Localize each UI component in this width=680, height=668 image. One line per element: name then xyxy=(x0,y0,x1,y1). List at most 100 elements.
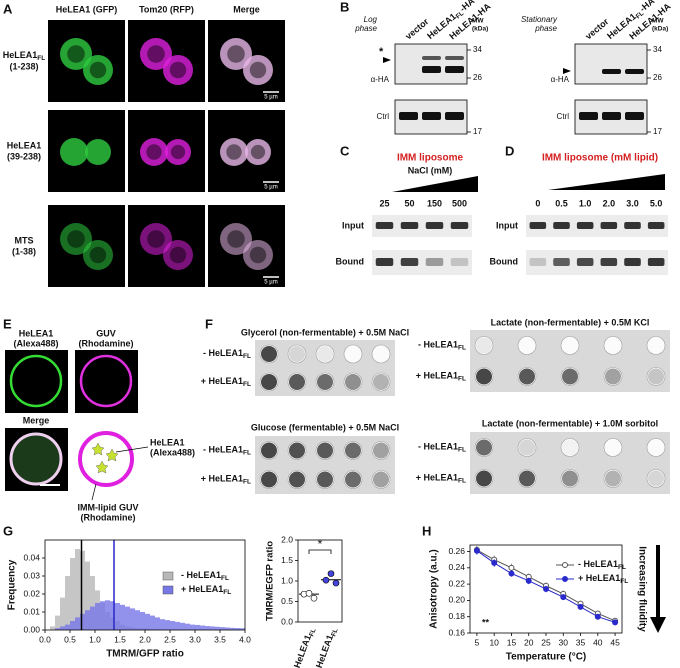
text-part: +HeLEA1 xyxy=(312,634,335,668)
cell xyxy=(245,139,271,165)
diagram-label: (Rhodamine) xyxy=(81,512,136,522)
cell xyxy=(243,240,273,270)
band xyxy=(602,112,621,120)
point xyxy=(305,589,313,597)
band xyxy=(445,56,464,60)
lane-label: 2.0 xyxy=(603,198,616,208)
colony xyxy=(345,471,361,488)
bar xyxy=(105,600,110,630)
spot xyxy=(560,336,580,355)
subscript: FL xyxy=(458,446,466,453)
subscript: FL xyxy=(243,478,251,485)
mw-marker: 34 xyxy=(653,45,662,54)
lane-label: vector xyxy=(583,16,611,41)
band xyxy=(425,258,444,266)
spot xyxy=(315,344,335,364)
column-header: (Rhodamine) xyxy=(79,338,134,348)
band xyxy=(450,258,469,266)
bar xyxy=(90,576,95,630)
protein-icon xyxy=(95,460,109,474)
band xyxy=(375,222,394,229)
gradient-wedge xyxy=(392,176,478,192)
y-tick-label: 0.04 xyxy=(23,552,40,562)
subscript: FL xyxy=(458,344,466,351)
spot xyxy=(646,367,666,386)
y-tick-label: 0.00 xyxy=(23,624,40,634)
y-tick-label: 1.0 xyxy=(281,575,293,585)
subscript: FL xyxy=(221,575,229,582)
band xyxy=(600,258,618,266)
bar xyxy=(145,613,150,630)
cell-lumen xyxy=(249,246,267,264)
cell xyxy=(163,240,193,270)
column-header: Merge xyxy=(23,415,50,425)
mw-marker: 17 xyxy=(473,127,482,136)
point xyxy=(327,570,335,577)
band xyxy=(400,222,419,229)
row-label: (1-238) xyxy=(9,61,38,71)
point xyxy=(473,547,480,554)
row-label: MTS xyxy=(15,235,34,245)
row-label: Bound xyxy=(490,256,519,266)
band xyxy=(625,69,644,74)
blot xyxy=(574,43,648,85)
colony xyxy=(519,470,535,487)
plate-title: Lactate (non-fermentable) + 0.5M KCl xyxy=(491,317,650,327)
panel-letter: F xyxy=(205,316,213,331)
point xyxy=(508,564,515,571)
protein-icon xyxy=(105,448,119,462)
row-label: - HeLEA1FL xyxy=(203,348,251,359)
bar xyxy=(95,603,100,630)
legend-swatch xyxy=(162,585,174,595)
cell-lumen xyxy=(146,144,162,160)
arrowhead xyxy=(383,57,391,63)
band xyxy=(625,112,644,120)
cell xyxy=(140,223,172,255)
panel-letter: H xyxy=(422,523,431,538)
x-tick-label: 35 xyxy=(576,637,586,647)
band xyxy=(450,222,469,229)
cell xyxy=(60,223,92,255)
phase-label: Log xyxy=(364,15,378,24)
x-tick-label: 1.5 xyxy=(114,634,126,644)
colony xyxy=(605,368,621,385)
colony xyxy=(317,442,333,459)
bar xyxy=(70,558,75,630)
spot xyxy=(371,470,391,489)
y-tick-label: 1.5 xyxy=(281,555,293,565)
bar xyxy=(110,601,115,630)
bar xyxy=(60,597,65,630)
x-tick-label: 5 xyxy=(475,637,480,647)
row-label: Bound xyxy=(336,256,365,266)
colony xyxy=(648,470,664,487)
bar xyxy=(160,619,165,630)
cell-lumen xyxy=(67,230,85,248)
cell xyxy=(163,55,193,85)
spot xyxy=(646,336,666,355)
subscript: FL xyxy=(458,375,466,382)
bar xyxy=(65,624,70,630)
lane-label: 500 xyxy=(452,198,467,208)
x-tick-label: 10 xyxy=(489,637,499,647)
control-label: Ctrl xyxy=(557,112,570,121)
colony xyxy=(289,374,305,390)
band xyxy=(529,258,547,266)
point xyxy=(577,603,584,610)
text-part: - HeLEA1 xyxy=(203,348,243,358)
point xyxy=(508,570,515,577)
text-part: -HeLEA1 xyxy=(291,634,313,668)
lane-label: 0.5 xyxy=(555,198,568,208)
subscript: FL xyxy=(243,381,251,388)
lane-label: 5.0 xyxy=(650,198,663,208)
mw-marker: 26 xyxy=(653,73,662,82)
band xyxy=(422,56,441,60)
colony xyxy=(289,442,305,459)
image xyxy=(5,350,68,413)
bar xyxy=(80,550,85,630)
text-part: + HeLEA1 xyxy=(201,474,243,484)
x-tick-label: 3.5 xyxy=(214,634,226,644)
colony xyxy=(317,346,333,362)
bar xyxy=(165,620,170,630)
colony xyxy=(605,470,621,487)
